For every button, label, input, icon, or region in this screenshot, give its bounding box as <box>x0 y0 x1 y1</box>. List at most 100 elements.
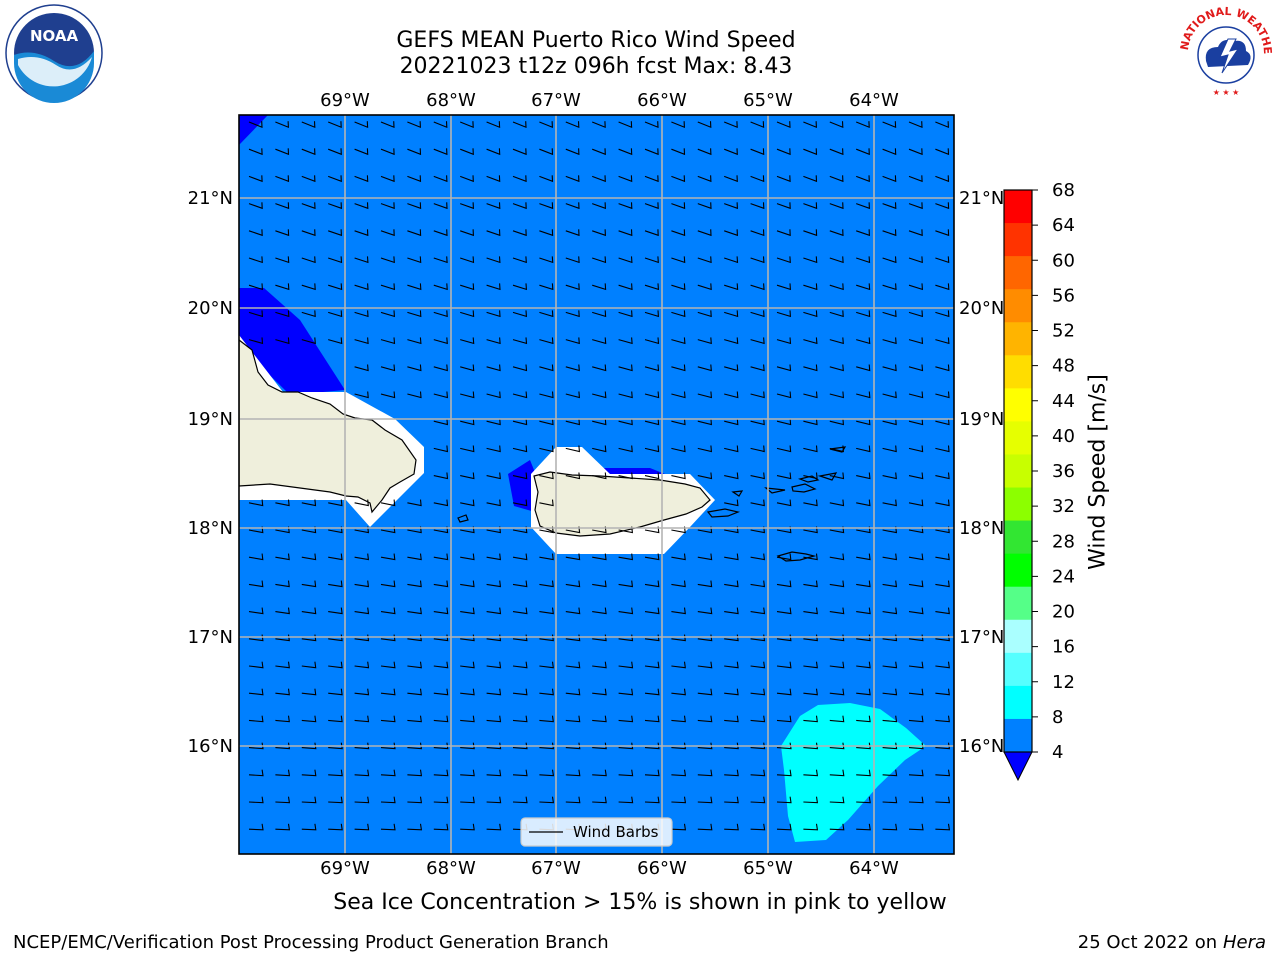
colorbar-tick-label: 8 <box>1052 707 1063 728</box>
wind-barb <box>750 283 765 291</box>
wind-barb <box>671 742 687 750</box>
wind-barb <box>592 715 607 723</box>
wind-barb <box>935 553 950 561</box>
wind-barb <box>750 796 766 804</box>
footer-date: 25 Oct 2022 on Hera <box>1078 932 1266 953</box>
wind-barb <box>776 418 792 426</box>
wind-barb <box>486 715 502 723</box>
lon-label-top-65w: 65°W <box>743 90 793 111</box>
wind-barb <box>856 661 871 669</box>
wind-barb <box>275 229 290 237</box>
wind-barb <box>539 418 554 426</box>
wind-barb <box>407 256 422 264</box>
wind-barb <box>908 499 924 507</box>
wind-barb <box>750 715 766 723</box>
wind-barb <box>750 310 765 318</box>
wind-barb <box>512 283 528 291</box>
footer-date-text: 25 Oct 2022 on <box>1077 932 1223 953</box>
lon-label-bottom-66w: 66°W <box>637 858 687 879</box>
wind-barb <box>354 310 369 318</box>
wind-barb <box>328 148 342 156</box>
colorbar-tick-label: 36 <box>1052 461 1075 482</box>
wind-barb <box>486 391 501 399</box>
wind-barb <box>433 445 449 453</box>
wind-barb <box>433 499 449 507</box>
wind-barb <box>750 769 766 777</box>
lat-label-right-16n: 16°N <box>959 736 1004 757</box>
wind-barb <box>697 688 713 696</box>
wind-barb <box>882 769 898 777</box>
wind-barb <box>354 364 369 372</box>
wind-barb <box>248 796 264 804</box>
wind-barb <box>460 715 475 723</box>
wind-barb <box>803 796 819 804</box>
nws-logo: NATIONAL WEATHER SERVICE ★ ★ ★ <box>1176 3 1274 100</box>
wind-barb <box>750 337 765 345</box>
wind-barb <box>776 553 792 561</box>
wind-barb <box>882 175 897 183</box>
wind-barb <box>697 445 713 453</box>
wind-barb <box>935 445 950 453</box>
wind-barb <box>565 742 581 750</box>
wind-barb <box>829 499 845 507</box>
colorbar-extend-arrow <box>1003 751 1033 782</box>
wind-barb <box>433 715 449 723</box>
wind-barb <box>935 202 950 210</box>
wind-barb <box>776 391 792 399</box>
wind-barb <box>539 796 555 804</box>
wind-barb <box>829 769 845 777</box>
wind-barb <box>671 769 687 777</box>
wind-barb <box>380 391 396 399</box>
wind-barb <box>433 256 448 264</box>
colorbar-tick-label: 44 <box>1052 391 1075 412</box>
wind-barb <box>724 175 738 183</box>
wind-barb <box>539 688 554 696</box>
wind-barb <box>644 202 659 210</box>
colorbar-tick-label: 56 <box>1052 285 1075 306</box>
lat-label-left-19n: 19°N <box>188 409 233 430</box>
wind-barb <box>803 418 818 426</box>
wind-barb <box>829 310 844 318</box>
wind-barb <box>618 580 634 588</box>
wind-barb <box>750 661 766 669</box>
wind-barb <box>301 310 316 318</box>
wind-barb <box>433 364 448 372</box>
wind-barb <box>354 769 370 777</box>
wind-barb <box>750 175 765 183</box>
wind-barb <box>697 769 713 777</box>
wind-barb <box>354 499 369 507</box>
high-wind-region-southeast <box>781 703 926 842</box>
land-hispaniola <box>239 339 417 514</box>
wind-barb <box>354 580 370 588</box>
wind-barb <box>724 742 739 750</box>
wind-barb <box>724 364 739 372</box>
wind-barb <box>301 580 317 588</box>
wind-barb <box>248 175 263 183</box>
lat-label-left-17n: 17°N <box>188 627 233 648</box>
wind-barb <box>724 283 739 291</box>
wind-barb <box>803 580 818 588</box>
wind-barb <box>433 769 449 777</box>
wind-barb <box>724 499 739 507</box>
wind-barb <box>539 607 554 615</box>
wind-barb <box>512 472 528 480</box>
wind-barb <box>512 607 528 615</box>
wind-barb <box>803 715 818 723</box>
wind-barb <box>644 661 660 669</box>
wind-barb <box>644 607 660 615</box>
wind-barb <box>724 796 739 804</box>
wind-barb <box>460 283 475 291</box>
wind-barb <box>486 823 502 831</box>
wind-barb <box>512 445 528 453</box>
wind-barb <box>644 580 660 588</box>
wind-barb <box>750 580 766 588</box>
colorbar-tick-label: 68 <box>1052 180 1075 201</box>
wind-barb <box>935 796 951 804</box>
wind-barb <box>644 688 660 696</box>
wind-barb <box>618 742 634 750</box>
wind-barb <box>275 823 291 831</box>
wind-barb <box>803 256 818 264</box>
wind-barb <box>803 499 818 507</box>
wind-barb <box>803 688 818 696</box>
wind-barb <box>908 364 924 372</box>
